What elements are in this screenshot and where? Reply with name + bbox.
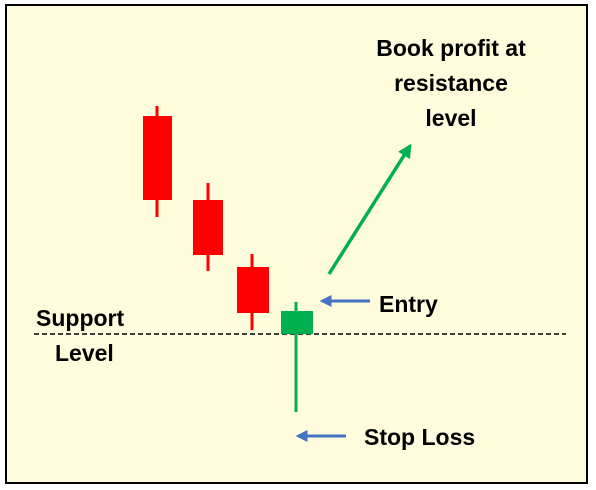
candle-4-bullish xyxy=(281,302,313,412)
entry-label: Entry xyxy=(379,291,438,317)
candle-3-body xyxy=(237,267,269,313)
target-label-line-3: level xyxy=(425,105,476,131)
target-label-line-1: Book profit at xyxy=(376,35,526,61)
support-label-line-1: Support xyxy=(36,305,124,331)
candle-2-body xyxy=(193,200,223,255)
candle-2 xyxy=(193,183,223,271)
up-right-arrow-icon xyxy=(327,143,412,275)
candlestick-series xyxy=(143,106,313,412)
stop-loss-label: Stop Loss xyxy=(364,424,475,450)
target-label-line-2: resistance xyxy=(394,70,508,96)
candle-1-body xyxy=(143,116,172,200)
support-label-line-2: Level xyxy=(55,340,114,366)
candle-4-body xyxy=(281,311,313,334)
candle-1 xyxy=(143,106,172,217)
candle-3 xyxy=(237,254,269,330)
